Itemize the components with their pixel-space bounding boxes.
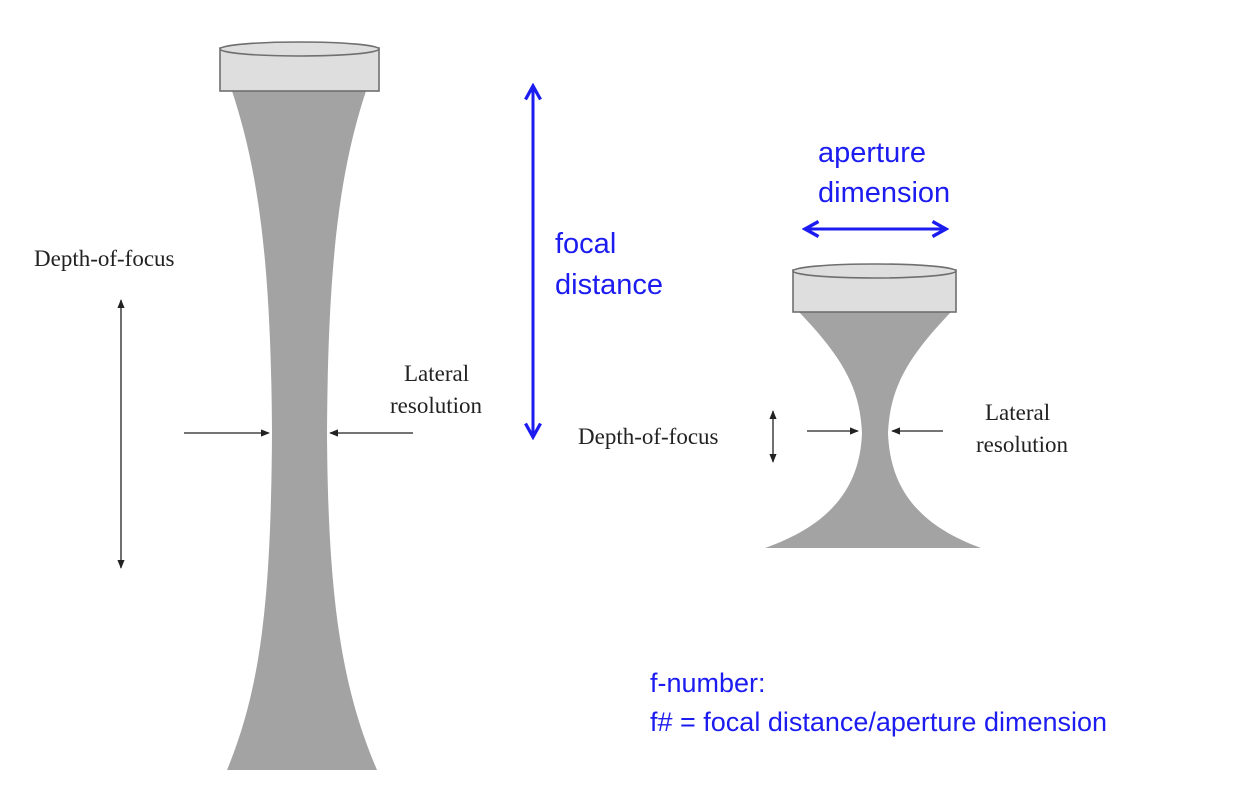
right-depth-of-focus-label: Depth-of-focus: [578, 424, 719, 449]
focal-distance-label-line1: focal: [555, 228, 616, 260]
left-lateral-label-line2: resolution: [390, 393, 482, 418]
left-depth-of-focus-label: Depth-of-focus: [34, 246, 175, 271]
short-beam-profile: [765, 312, 981, 548]
f-number-formula: f# = focal distance/aperture dimension: [650, 707, 1107, 737]
long-beam-profile: [227, 91, 377, 770]
long-focus-transducer: [219, 41, 380, 770]
focal-distance-label-line2: distance: [555, 269, 663, 301]
aperture-label-line2: dimension: [818, 177, 950, 209]
long-transducer-face: [219, 41, 380, 57]
left-lateral-label-line1: Lateral: [404, 361, 469, 386]
short-focus-transducer: [765, 263, 981, 548]
short-transducer-face: [792, 263, 957, 279]
f-number-title: f-number:: [650, 668, 766, 698]
right-lateral-label-line2: resolution: [976, 432, 1068, 457]
aperture-label-line1: aperture: [818, 137, 926, 169]
right-lateral-label-line1: Lateral: [985, 400, 1050, 425]
